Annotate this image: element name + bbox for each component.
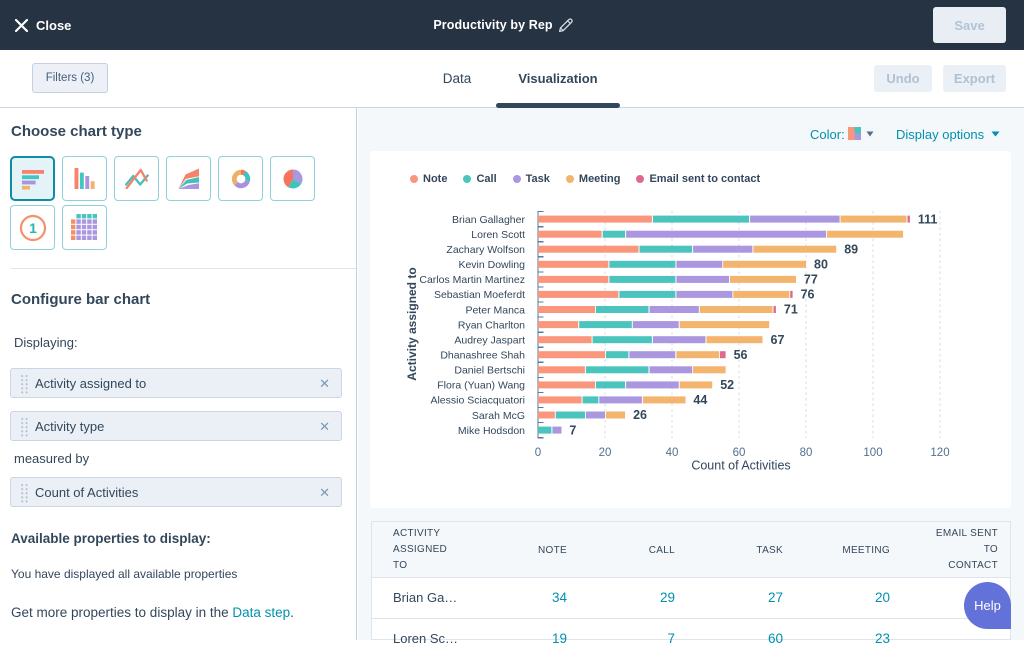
svg-text:Brian Gallagher: Brian Gallagher xyxy=(452,214,525,226)
svg-text:Peter Manca: Peter Manca xyxy=(465,304,525,316)
svg-text:26: 26 xyxy=(633,408,647,422)
svg-text:Mike Hodsdon: Mike Hodsdon xyxy=(458,425,525,437)
svg-text:89: 89 xyxy=(844,242,858,256)
svg-text:Daniel Bertschi: Daniel Bertschi xyxy=(454,365,525,377)
svg-text:40: 40 xyxy=(666,447,679,459)
svg-text:Sarah McG: Sarah McG xyxy=(472,410,525,422)
svg-text:52: 52 xyxy=(720,378,734,392)
svg-text:Audrey Jaspart: Audrey Jaspart xyxy=(454,335,525,347)
svg-text:Flora (Yuan) Wang: Flora (Yuan) Wang xyxy=(437,380,525,392)
svg-text:80: 80 xyxy=(814,258,828,272)
svg-text:Carlos Martin Martinez: Carlos Martin Martinez xyxy=(419,274,525,286)
svg-text:1: 1 xyxy=(29,220,37,236)
svg-text:Dhanashree Shah: Dhanashree Shah xyxy=(440,350,525,362)
svg-text:60: 60 xyxy=(733,447,746,459)
svg-text:120: 120 xyxy=(930,447,949,459)
svg-text:77: 77 xyxy=(804,273,818,287)
svg-text:67: 67 xyxy=(771,333,785,347)
svg-text:76: 76 xyxy=(801,288,815,302)
svg-text:Activity assigned to: Activity assigned to xyxy=(405,267,419,380)
svg-text:Ryan Charlton: Ryan Charlton xyxy=(458,319,525,331)
svg-text:Loren Scott: Loren Scott xyxy=(471,229,525,241)
svg-text:Kevin Dowling: Kevin Dowling xyxy=(458,259,525,271)
svg-text:56: 56 xyxy=(734,348,748,362)
svg-text:44: 44 xyxy=(693,393,707,407)
svg-text:7: 7 xyxy=(569,423,576,437)
svg-text:Count of Activities: Count of Activities xyxy=(691,459,790,473)
svg-text:111: 111 xyxy=(918,212,938,226)
svg-text:0: 0 xyxy=(535,447,541,459)
svg-text:20: 20 xyxy=(599,447,612,459)
svg-text:Sebastian Moeferdt: Sebastian Moeferdt xyxy=(434,289,525,301)
svg-text:Zachary Wolfson: Zachary Wolfson xyxy=(446,244,525,256)
svg-text:71: 71 xyxy=(784,303,798,317)
svg-text:Alessio Sciacquatori: Alessio Sciacquatori xyxy=(430,395,525,407)
svg-text:80: 80 xyxy=(800,447,813,459)
svg-text:100: 100 xyxy=(863,447,882,459)
